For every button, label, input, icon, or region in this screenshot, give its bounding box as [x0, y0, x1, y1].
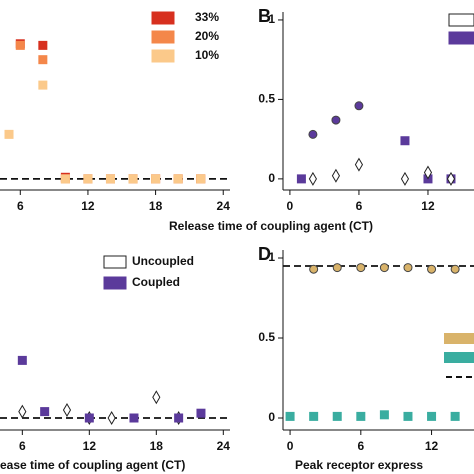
point — [403, 411, 413, 421]
point — [15, 40, 25, 50]
y-tick-label: 0 — [268, 171, 275, 185]
legend-swatch — [444, 333, 474, 344]
point — [40, 407, 50, 417]
y-tick-label: 1 — [268, 250, 275, 264]
x-tick-label: 24 — [217, 199, 231, 213]
x-tick-label: 0 — [287, 439, 294, 453]
x-tick-label: 12 — [81, 199, 95, 213]
point — [450, 264, 460, 274]
point — [446, 171, 456, 186]
point — [423, 165, 433, 180]
legend-swatch — [448, 31, 474, 45]
point — [107, 411, 116, 425]
point — [379, 410, 389, 420]
point — [285, 411, 295, 421]
legend-swatch — [448, 13, 474, 27]
panel-label: D — [258, 244, 271, 264]
x-axis-label: Peak receptor express — [295, 458, 423, 472]
point — [18, 404, 27, 419]
y-tick-label: 0.5 — [258, 330, 275, 344]
legend-swatch — [151, 49, 175, 63]
legend-swatch — [103, 255, 127, 269]
point — [83, 174, 93, 184]
point — [196, 174, 206, 184]
legend-label: Coupled — [132, 275, 180, 289]
x-tick-label: 12 — [83, 439, 97, 453]
panel-label: B — [258, 6, 271, 26]
point — [400, 136, 410, 146]
point — [296, 174, 306, 184]
point — [427, 411, 437, 421]
point — [356, 263, 366, 273]
x-tick-label: 6 — [356, 199, 363, 213]
legend-swatch — [444, 352, 474, 363]
point — [129, 413, 139, 423]
point — [403, 263, 413, 273]
point — [379, 263, 389, 273]
point — [38, 40, 48, 50]
point — [332, 411, 342, 421]
x-axis-label: ease time of coupling agent (CT) — [0, 458, 185, 472]
point — [173, 174, 183, 184]
legend-label: 33% — [195, 10, 219, 24]
point — [38, 80, 48, 90]
point — [62, 403, 72, 417]
y-tick-label: 0 — [268, 410, 275, 424]
x-tick-label: 18 — [150, 439, 164, 453]
point — [427, 264, 437, 274]
legend-label: Uncoupled — [132, 254, 194, 268]
point — [309, 411, 319, 421]
y-tick-label: 0.5 — [258, 92, 275, 106]
y-tick-label: 1 — [268, 12, 275, 26]
x-tick-label: 0 — [287, 199, 294, 213]
point — [17, 355, 27, 365]
point — [105, 174, 115, 184]
x-tick-label: 6 — [17, 199, 24, 213]
point — [400, 171, 410, 186]
point — [354, 157, 364, 172]
legend-swatch — [151, 30, 175, 44]
point — [308, 129, 318, 139]
x-tick-label: 12 — [421, 199, 435, 213]
x-tick-label: 6 — [19, 439, 26, 453]
legend-label: 20% — [195, 29, 219, 43]
point — [331, 115, 341, 125]
point — [60, 174, 70, 184]
x-tick-label: 18 — [149, 199, 163, 213]
point — [151, 174, 161, 184]
point — [331, 168, 341, 183]
point — [84, 413, 94, 423]
point — [309, 264, 319, 274]
point — [38, 55, 48, 65]
legend-swatch — [103, 276, 127, 290]
point — [450, 411, 460, 421]
legend-label: 10% — [195, 48, 219, 62]
legend-swatch — [151, 11, 175, 25]
point — [354, 101, 364, 111]
x-tick-label: 24 — [217, 439, 231, 453]
point — [152, 390, 161, 405]
point — [308, 171, 317, 186]
x-tick-label: 6 — [357, 439, 364, 453]
point — [128, 174, 138, 184]
point — [196, 408, 206, 418]
x-tick-label: 12 — [425, 439, 439, 453]
point — [332, 263, 342, 273]
point — [4, 129, 14, 139]
point — [174, 413, 184, 423]
point — [356, 411, 366, 421]
x-axis-label: Release time of coupling agent (CT) — [169, 219, 373, 233]
